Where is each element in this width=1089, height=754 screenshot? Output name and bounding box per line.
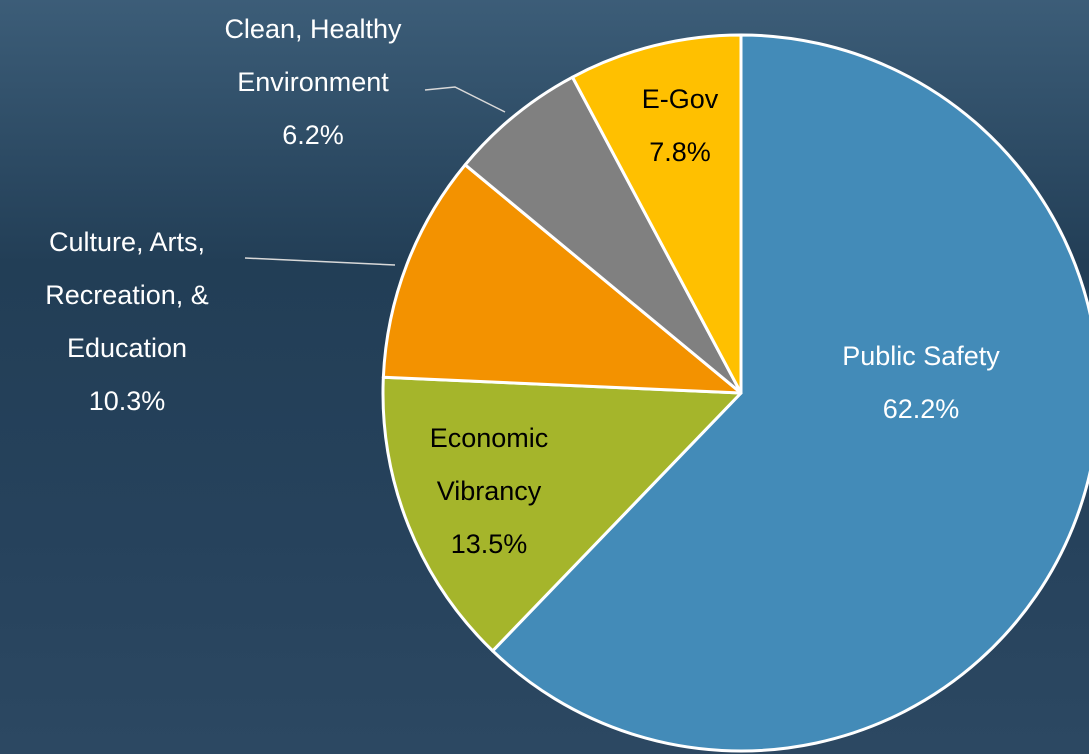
value-label: 13.5% — [450, 529, 528, 559]
pie-slice — [570, 33, 743, 395]
category-label: Clean, Healthy Environment — [224, 14, 402, 97]
category-label: E-Gov — [641, 84, 719, 114]
pie-slice — [463, 75, 743, 395]
slice-label: Culture, Arts, Recreation, & Education 10… — [7, 216, 247, 428]
slice-label: Economic Vibrancy 13.5% — [404, 412, 574, 571]
slices — [381, 33, 1089, 753]
value-label: 10.3% — [88, 386, 166, 416]
category-label: Public Safety — [842, 341, 1000, 371]
value-label: 7.8% — [649, 137, 711, 167]
slice-label: Public Safety 62.2% — [781, 330, 1061, 436]
slice-label: Clean, Healthy Environment 6.2% — [193, 3, 433, 162]
pie-slice — [381, 375, 743, 653]
category-label: Culture, Arts, Recreation, & Education — [45, 227, 209, 363]
pie-slice — [381, 163, 743, 395]
leader-line — [424, 86, 506, 113]
slice-label: E-Gov 7.8% — [615, 73, 745, 179]
value-label: 6.2% — [282, 120, 344, 150]
category-label: Economic Vibrancy — [429, 423, 549, 506]
leader-line — [244, 257, 396, 266]
pie-slice — [491, 33, 1089, 753]
value-label: 62.2% — [882, 394, 960, 424]
